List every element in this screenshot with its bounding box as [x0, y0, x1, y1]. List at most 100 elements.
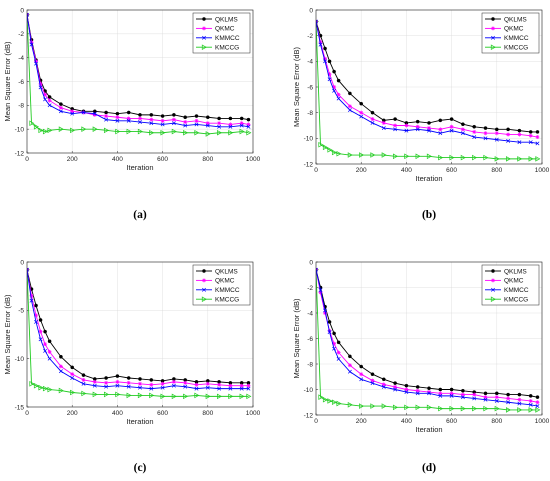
- data-point: [47, 127, 53, 134]
- data-point: [347, 108, 352, 113]
- data-point: [460, 154, 466, 161]
- legend-entry-qkmc: QKMC: [196, 278, 235, 285]
- data-point: [126, 376, 131, 380]
- x-tick-label: 400: [112, 156, 123, 163]
- data-point: [171, 128, 177, 135]
- data-point: [427, 126, 431, 131]
- legend-marker: [201, 296, 207, 302]
- legend: QKLMS QKMC KMMCC KMCCG: [192, 264, 251, 306]
- x-axis-label: Iteration: [415, 425, 442, 434]
- data-point: [494, 391, 499, 396]
- data-point: [194, 122, 199, 127]
- legend-entry-kmmcc: KMMCC: [485, 287, 529, 294]
- data-point: [194, 386, 199, 391]
- data-point: [483, 126, 488, 130]
- data-point: [205, 393, 211, 400]
- legend-label: KMCCG: [215, 45, 239, 52]
- y-axis-label: Mean Square Error (dB): [3, 41, 12, 122]
- x-tick-label: 0: [314, 418, 318, 425]
- legend-label: KMMCC: [504, 287, 529, 294]
- legend-marker: [202, 269, 206, 273]
- data-point: [483, 136, 488, 141]
- y-tick-label: -12: [15, 150, 25, 157]
- data-point: [104, 117, 109, 122]
- data-point: [472, 392, 477, 397]
- data-point: [115, 391, 121, 398]
- legend-marker: [491, 17, 495, 21]
- data-point: [183, 129, 189, 136]
- y-tick-label: -5: [18, 308, 24, 315]
- data-point: [92, 379, 97, 384]
- series-qkmc: [316, 267, 540, 405]
- x-tick-label: 400: [112, 410, 123, 417]
- data-point: [318, 394, 324, 400]
- data-point: [393, 387, 398, 392]
- data-point: [318, 42, 323, 47]
- legend-label: KMCCG: [504, 45, 528, 52]
- data-point: [336, 92, 341, 97]
- data-point: [332, 341, 337, 346]
- series-kmmcc: [316, 267, 540, 409]
- legend-label: QKLMS: [215, 268, 238, 275]
- data-point: [404, 390, 409, 394]
- x-tick-label: 600: [157, 410, 168, 417]
- data-point: [246, 386, 251, 391]
- legend-entry-qklms: QKLMS: [485, 16, 527, 23]
- data-point: [415, 127, 420, 132]
- legend-marker: [202, 35, 206, 40]
- legend: QKLMS QKMC KMMCC KMCCG: [481, 12, 540, 54]
- y-tick-label: -10: [15, 356, 25, 363]
- data-point: [359, 377, 364, 382]
- data-point: [81, 377, 86, 382]
- series-kmccg: [27, 13, 252, 137]
- data-point: [381, 126, 386, 131]
- data-point: [528, 140, 533, 145]
- data-point: [81, 373, 86, 377]
- legend-marker: [491, 269, 495, 273]
- data-point: [528, 402, 533, 407]
- data-point: [449, 393, 454, 398]
- x-tick-label: 600: [446, 418, 457, 425]
- data-point: [332, 331, 336, 336]
- data-point: [81, 381, 86, 386]
- data-point: [359, 403, 365, 409]
- data-point: [171, 383, 176, 388]
- data-point: [27, 12, 29, 17]
- data-point: [535, 141, 540, 146]
- data-point: [347, 402, 353, 408]
- data-point: [92, 112, 97, 117]
- chart-panel-b: 0 200 400 600 800 1000 0 -2 -4 -6 -8 -10 -12 Iteratio…: [292, 7, 550, 221]
- data-point: [70, 365, 74, 370]
- legend-label: KMCCG: [504, 297, 528, 304]
- x-tick-label: 0: [314, 167, 318, 174]
- legend-label: KMCCG: [215, 297, 239, 304]
- data-point: [506, 132, 511, 137]
- data-point: [370, 381, 375, 386]
- data-point: [517, 156, 523, 162]
- data-point: [472, 396, 477, 401]
- panel-caption: (a): [133, 209, 147, 221]
- data-point: [415, 388, 420, 393]
- panel-caption: (b): [422, 209, 436, 221]
- y-tick-label: -4: [307, 310, 313, 317]
- data-point: [483, 391, 488, 396]
- x-tick-label: 800: [491, 167, 502, 174]
- data-point: [506, 396, 511, 401]
- data-point: [239, 116, 244, 121]
- data-point: [528, 398, 533, 403]
- data-point: [370, 117, 375, 122]
- data-point: [138, 381, 142, 386]
- data-point: [38, 127, 44, 134]
- y-tick-label: -6: [307, 84, 313, 91]
- data-point: [70, 127, 76, 134]
- data-point: [449, 405, 455, 412]
- series-line: [316, 21, 538, 144]
- data-point: [171, 379, 176, 384]
- data-point: [70, 376, 75, 380]
- legend-marker: [202, 278, 206, 283]
- legend-marker: [201, 44, 207, 50]
- chart-panel-a: 0 200 400 600 800 1000 0 -2 -4 -6 -8 -10 -12 Iteratio…: [3, 7, 261, 221]
- data-point: [404, 383, 409, 388]
- data-point: [29, 42, 34, 47]
- data-point: [217, 386, 222, 391]
